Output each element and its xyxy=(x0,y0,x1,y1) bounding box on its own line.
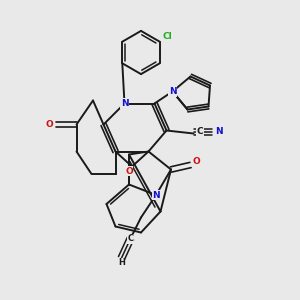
Text: Cl: Cl xyxy=(162,32,172,41)
Text: N: N xyxy=(169,87,176,96)
Text: N: N xyxy=(152,190,160,200)
Text: N: N xyxy=(215,128,223,136)
Text: N: N xyxy=(121,99,128,108)
Text: H: H xyxy=(118,258,125,267)
Text: O: O xyxy=(125,167,133,176)
Text: O: O xyxy=(45,120,53,129)
Text: C: C xyxy=(128,234,134,243)
Text: C: C xyxy=(197,128,203,136)
Text: O: O xyxy=(193,158,200,166)
